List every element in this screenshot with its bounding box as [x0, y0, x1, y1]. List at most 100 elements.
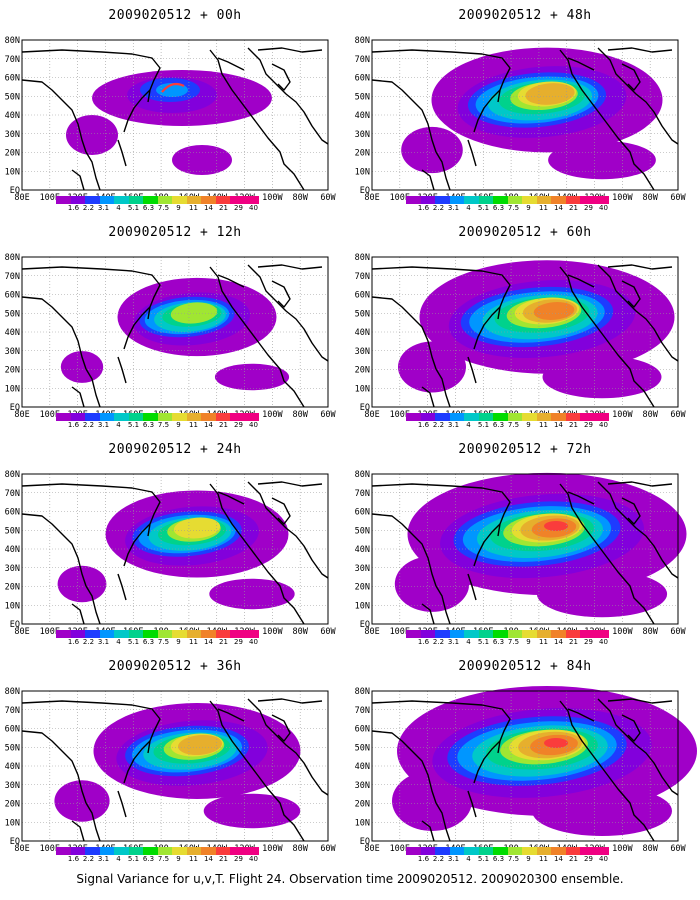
panel-title: 2009020512 + 00h [108, 8, 242, 23]
coastlines [371, 481, 679, 625]
colorbar-label: 29 [584, 204, 593, 212]
colorbar-swatch [536, 630, 551, 638]
colorbar-swatch [244, 413, 259, 421]
colorbar-label: 5.1 [477, 855, 490, 863]
colorbar-label: 5.1 [127, 204, 140, 212]
colorbar-swatch [215, 413, 230, 421]
colorbar-swatch [128, 413, 143, 421]
colorbar-label: 7.5 [157, 421, 170, 429]
colorbar-swatch [128, 196, 143, 204]
latitude-label: 50N [5, 309, 20, 319]
colorbar-swatch [157, 630, 172, 638]
colorbar-label: 2.2 [82, 421, 95, 429]
colorbar-label: 5.1 [477, 638, 490, 646]
colorbar-swatch [449, 196, 464, 204]
panel-title: 2009020512 + 48h [458, 8, 592, 23]
forecast-panel: 2009020512 + 72h EQ 10N 20N 30N 40N 50N 60N 70N 8… [350, 434, 700, 659]
colorbar-swatch [464, 196, 479, 204]
colorbar: 1.6 2.2 3.1 4 5.1 6.3 7.5 9 11 14 21 29 40 [56, 196, 261, 212]
colorbar-swatch [201, 413, 216, 421]
colorbar-swatch [114, 630, 129, 638]
colorbar-swatch [143, 413, 158, 421]
colorbar: 1.6 2.2 3.1 4 5.1 6.3 7.5 9 11 14 21 29 40 [56, 630, 261, 646]
colorbar-label: 6.3 [492, 855, 505, 863]
colorbar-swatch [85, 196, 100, 204]
longitude-label: 80E [14, 627, 29, 637]
latitude-label: 10N [5, 167, 20, 177]
colorbar-label: 5.1 [477, 204, 490, 212]
variance-map: EQ10N20N30N40N50N60N70N80N80E100E120E140… [5, 470, 337, 637]
colorbar-swatch [435, 413, 450, 421]
colorbar-swatch [551, 196, 566, 204]
colorbar-label: 5.1 [127, 855, 140, 863]
colorbar-label: 6.3 [492, 204, 505, 212]
colorbar-label: 21 [219, 421, 228, 429]
colorbar-label: 40 [249, 421, 258, 429]
longitude-label: 100E [40, 627, 60, 637]
longitude-label: 100W [262, 193, 283, 203]
latitude-label: 60N [5, 725, 20, 735]
longitude-label: 100W [612, 193, 633, 203]
longitude-label: 60W [320, 844, 336, 854]
colorbar-swatch [580, 413, 595, 421]
colorbar-swatch [594, 847, 609, 855]
colorbar-swatch [406, 413, 421, 421]
colorbar-label: 7.5 [507, 421, 520, 429]
latitude-label: EQ [10, 403, 20, 413]
colorbar-label: 5.1 [127, 638, 140, 646]
colorbar-swatch [449, 847, 464, 855]
longitude-label: 60W [320, 193, 336, 203]
colorbar-label: 29 [234, 421, 243, 429]
colorbar-swatch [99, 847, 114, 855]
colorbar-swatch [493, 196, 508, 204]
colorbar-swatch [507, 847, 522, 855]
colorbar-label: 11 [189, 638, 198, 646]
colorbar-label: 14 [204, 421, 213, 429]
longitude-label: 80E [14, 193, 29, 203]
latitude-label: 50N [5, 526, 20, 536]
colorbar-swatch [230, 413, 245, 421]
colorbar-swatch [406, 196, 421, 204]
colorbar-swatch [406, 847, 421, 855]
latitude-label: 40N [5, 762, 20, 772]
latitude-label: 10N [355, 601, 370, 611]
colorbar-swatch [536, 196, 551, 204]
latitude-label: 40N [355, 328, 370, 338]
colorbar-label: 6.3 [492, 421, 505, 429]
latitude-label: 30N [355, 781, 370, 791]
colorbar-label: 2.2 [82, 204, 95, 212]
colorbar-label: 3.1 [97, 421, 110, 429]
colorbar-label: 29 [584, 638, 593, 646]
coastlines [371, 264, 679, 408]
latitude-label: 80N [5, 253, 20, 263]
colorbar-label: 2.2 [432, 855, 445, 863]
colorbar-label: 5.1 [477, 421, 490, 429]
colorbar-label: 6.3 [142, 855, 155, 863]
variance-field [394, 472, 687, 618]
colorbar-label: 3.1 [97, 204, 110, 212]
latitude-label: 10N [355, 384, 370, 394]
latitude-label: 40N [355, 762, 370, 772]
colorbar-swatch [565, 196, 580, 204]
colorbar-swatch [56, 196, 71, 204]
latitude-label: 70N [5, 55, 20, 65]
colorbar-swatch [215, 847, 230, 855]
colorbar-swatch [551, 630, 566, 638]
panel-title: 2009020512 + 24h [108, 442, 242, 457]
colorbar-swatch [215, 630, 230, 638]
coastlines [21, 264, 329, 408]
colorbar-swatch [244, 847, 259, 855]
latitude-label: 50N [5, 743, 20, 753]
colorbar: 1.6 2.2 3.1 4 5.1 6.3 7.5 9 11 14 21 29 40 [406, 413, 611, 429]
coastlines [371, 698, 679, 842]
latitude-label: 80N [5, 36, 20, 46]
latitude-label: EQ [10, 620, 20, 630]
colorbar-swatch [201, 630, 216, 638]
latitude-label: 70N [355, 272, 370, 282]
colorbar-swatch [478, 630, 493, 638]
latitude-label: 60N [355, 725, 370, 735]
latitude-label: 20N [5, 800, 20, 810]
colorbar-label: 3.1 [447, 421, 460, 429]
latitude-label: 20N [355, 800, 370, 810]
latitude-label: 60N [355, 508, 370, 518]
